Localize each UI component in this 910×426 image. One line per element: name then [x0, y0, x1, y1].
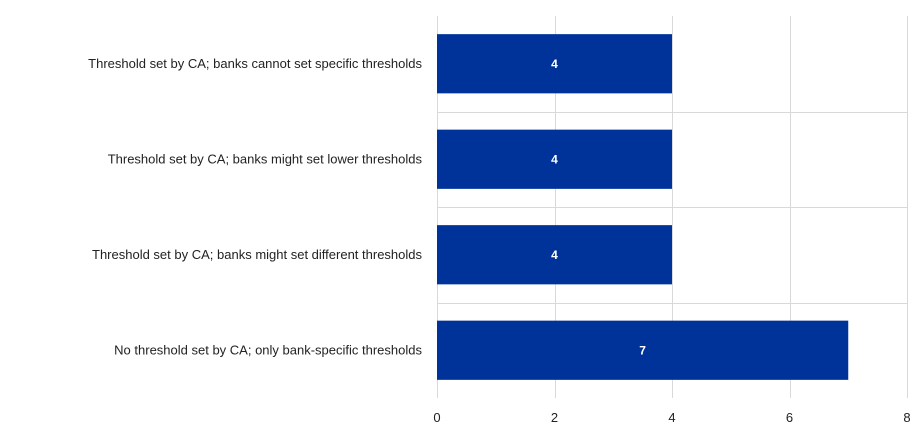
bar-1	[437, 129, 672, 189]
data-label-1: 4	[551, 152, 558, 166]
bar-0	[437, 34, 672, 94]
bars: 4 4 4 7	[437, 34, 849, 380]
x-tick-label-0: 0	[433, 410, 440, 425]
category-label-1: Threshold set by CA; banks might set low…	[108, 151, 423, 166]
x-axis-tick-labels: 0 2 4 6 8	[433, 410, 910, 425]
bar-3	[437, 320, 849, 380]
category-label-2: Threshold set by CA; banks might set dif…	[92, 247, 422, 262]
x-tick-label-4: 8	[903, 410, 910, 425]
x-tick-label-2: 4	[668, 410, 675, 425]
data-label-0: 4	[551, 57, 558, 71]
x-tick-label-1: 2	[551, 410, 558, 425]
category-labels: Threshold set by CA; banks cannot set sp…	[88, 56, 422, 358]
category-label-3: No threshold set by CA; only bank-specif…	[114, 342, 422, 357]
x-tick-label-3: 6	[786, 410, 793, 425]
data-label-2: 4	[551, 248, 558, 262]
category-label-0: Threshold set by CA; banks cannot set sp…	[88, 56, 422, 71]
bar-2	[437, 225, 672, 285]
data-label-3: 7	[639, 343, 646, 357]
